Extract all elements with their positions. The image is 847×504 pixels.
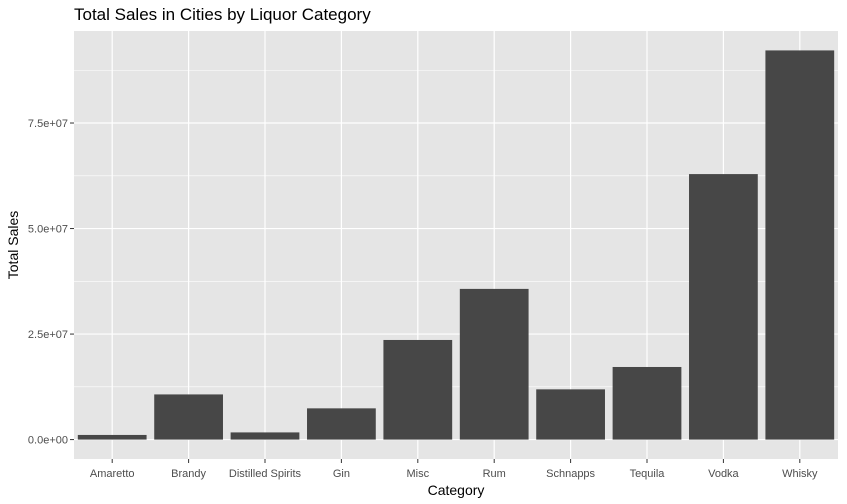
y-tick-label: 0.0e+00 xyxy=(28,435,68,447)
grid-lines xyxy=(74,31,838,459)
y-tick-label: 5.0e+07 xyxy=(28,224,68,236)
bar xyxy=(765,50,835,440)
y-tick-label: 7.5e+07 xyxy=(28,118,68,130)
x-tick-label: Schnapps xyxy=(546,468,595,480)
x-tick-label: Vodka xyxy=(708,468,739,480)
x-axis-title: Category xyxy=(428,482,485,498)
bar xyxy=(154,394,223,440)
x-tick-label: Gin xyxy=(333,468,350,480)
bar xyxy=(536,389,605,440)
chart-title: Total Sales in Cities by Liquor Category xyxy=(74,5,371,24)
bars xyxy=(77,50,835,440)
x-tick-label: Amaretto xyxy=(90,468,135,480)
y-axis-title: Total Sales xyxy=(5,211,21,279)
x-tick-label: Whisky xyxy=(782,468,818,480)
bar xyxy=(383,339,453,440)
x-tick-label: Tequila xyxy=(630,468,666,480)
bar xyxy=(230,432,300,440)
bar xyxy=(459,288,529,440)
y-tick-label: 2.5e+07 xyxy=(28,329,68,341)
x-tick-label: Misc xyxy=(406,468,429,480)
x-tick-label: Distilled Spirits xyxy=(229,468,302,480)
x-tick-label: Brandy xyxy=(171,468,206,480)
bar xyxy=(612,366,682,440)
x-tick-label: Rum xyxy=(483,468,506,480)
axes: 0.0e+00 2.5e+07 5.0e+07 7.5e+07 Amaretto Bran… xyxy=(28,118,818,480)
bar xyxy=(307,408,376,440)
bar xyxy=(689,174,758,440)
bar xyxy=(77,434,147,440)
